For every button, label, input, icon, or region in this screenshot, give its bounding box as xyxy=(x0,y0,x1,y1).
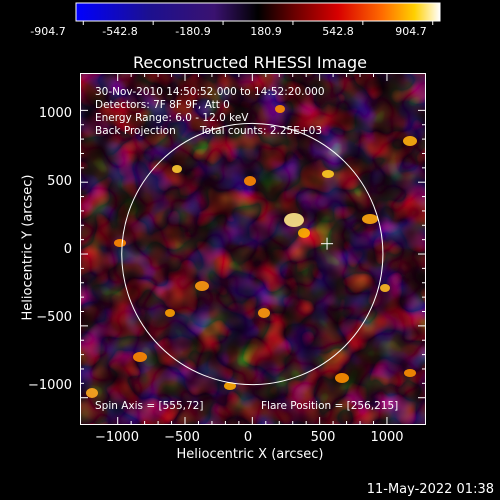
emission-hotspot xyxy=(114,239,126,247)
emission-hotspot xyxy=(322,170,334,178)
plot-timestamp: 11-May-2022 01:38 xyxy=(366,482,494,497)
colorbar-tickmarks xyxy=(82,21,434,25)
y-tick-label: −1000 xyxy=(28,378,72,393)
colorbar-tick-label: -542.8 xyxy=(102,25,138,38)
x-axis-title: Heliocentric X (arcsec) xyxy=(176,447,324,462)
y-tick-label: 0 xyxy=(63,242,72,257)
colorbar xyxy=(75,2,441,25)
emission-hotspot xyxy=(224,382,236,390)
emission-hotspot xyxy=(195,281,209,291)
emission-hotspot xyxy=(404,369,416,377)
emission-hotspot xyxy=(172,165,182,173)
spin-axis-annotation: Spin Axis = [555,72] xyxy=(95,400,204,412)
plot-title: Reconstructed RHESSI Image xyxy=(133,53,367,72)
emission-hotspot xyxy=(380,284,390,292)
total-counts-annotation: Total counts: 2.25E+03 xyxy=(200,125,323,137)
emission-hotspot xyxy=(258,308,270,318)
x-tick-label: −500 xyxy=(164,430,200,445)
colorbar-tick-label: -180.9 xyxy=(175,25,211,38)
image-frame xyxy=(80,73,426,425)
rhessi-image-panel xyxy=(80,73,426,425)
axis-tickmarks xyxy=(80,73,426,425)
colorbar-tick-label: 542.8 xyxy=(322,25,354,38)
emission-hotspot xyxy=(284,213,304,227)
x-tick-label: −1000 xyxy=(95,430,139,445)
emission-hotspot xyxy=(86,388,98,398)
method-annotation: Back Projection xyxy=(95,125,176,137)
flare-position-annotation: Flare Position = [256,215] xyxy=(261,400,399,412)
detectors-annotation: Detectors: 7F 8F 9F, Att 0 xyxy=(95,99,230,111)
emission-hotspot xyxy=(362,214,378,224)
y-tick-label: 500 xyxy=(47,174,72,189)
x-tick-label: 500 xyxy=(310,430,336,445)
energy-range-annotation: Energy Range: 6.0 - 12.0 keV xyxy=(95,112,249,124)
solar-disk-limb xyxy=(121,122,384,386)
y-axis-title: Heliocentric Y (arcsec) xyxy=(20,174,36,321)
emission-hotspots xyxy=(86,105,417,398)
colorbar-tick-label: 180.9 xyxy=(250,25,282,38)
emission-hotspot xyxy=(244,176,256,186)
emission-hotspot xyxy=(275,105,285,113)
emission-hotspot xyxy=(335,373,349,383)
emission-hotspot xyxy=(403,136,417,146)
colorbar-gradient xyxy=(75,2,441,22)
x-tick-label: 1000 xyxy=(370,430,404,445)
y-tick-label: −500 xyxy=(36,310,72,325)
colorbar-tick-label: 904.7 xyxy=(395,25,427,38)
reconstructed-emission-map xyxy=(80,73,426,425)
time-range-annotation: 30-Nov-2010 14:50:52.000 to 14:52:20.000 xyxy=(95,86,325,98)
x-tick-label: 0 xyxy=(243,430,253,445)
colorbar-tick-label: -904.7 xyxy=(30,25,66,38)
emission-hotspot xyxy=(298,228,310,238)
spin-axis-marker xyxy=(321,237,334,250)
emission-hotspot xyxy=(133,352,147,362)
emission-hotspot xyxy=(165,309,175,317)
y-tick-label: 1000 xyxy=(38,106,72,121)
